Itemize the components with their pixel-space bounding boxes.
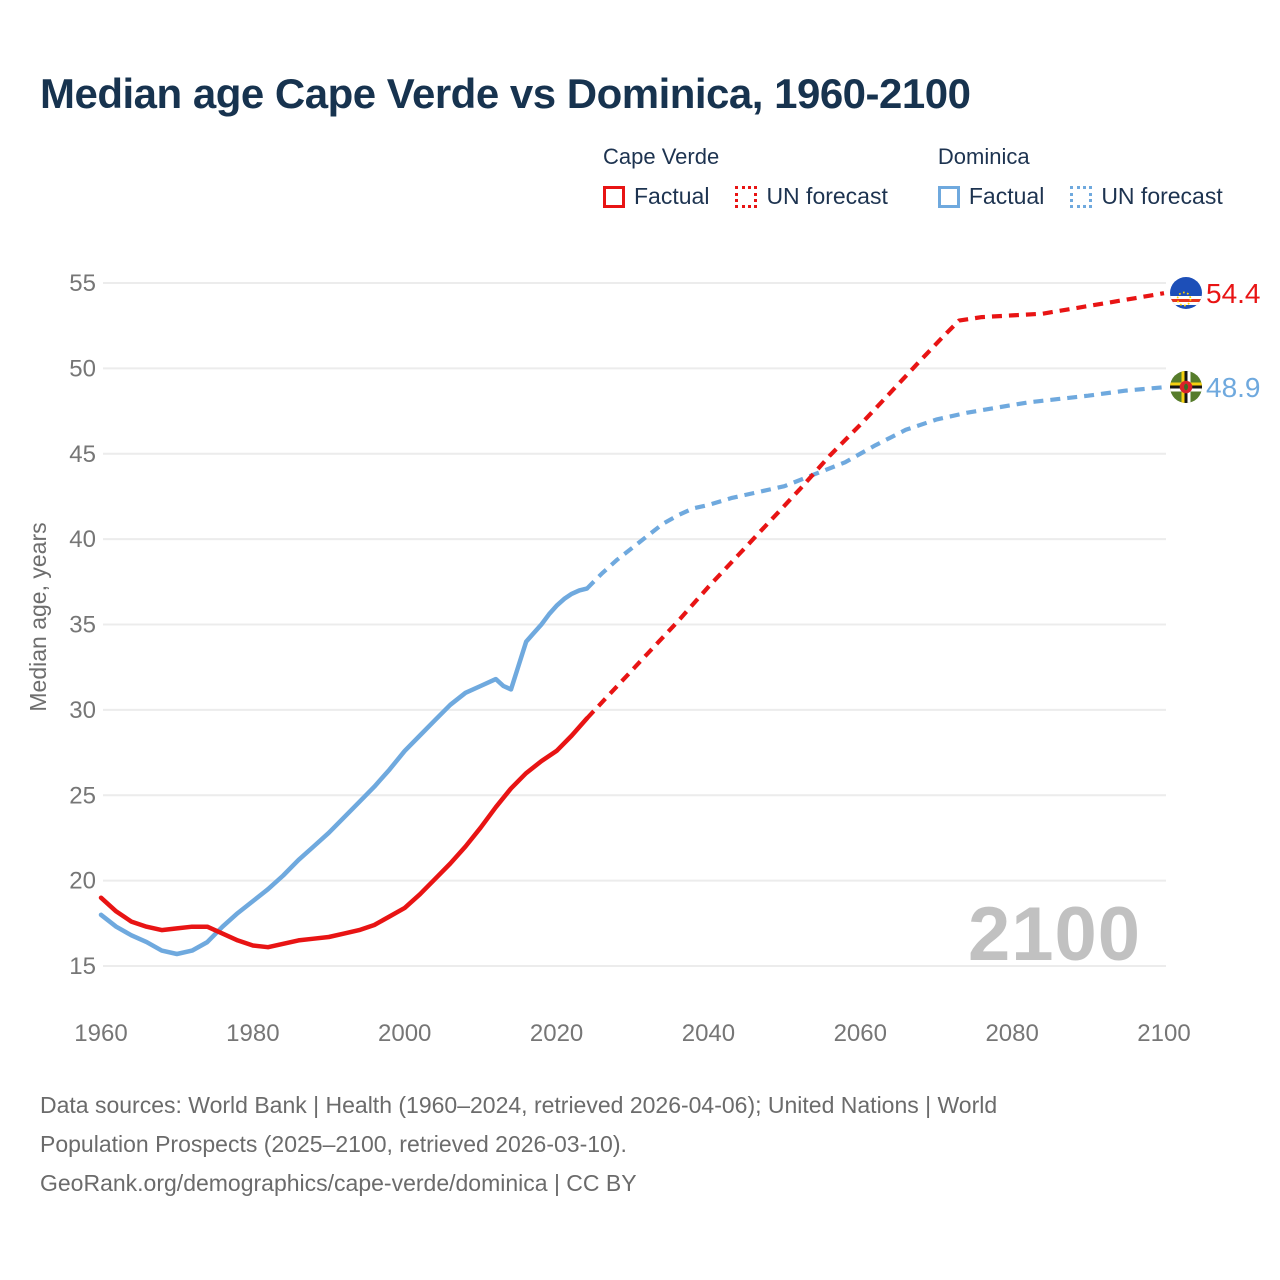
solid-swatch-icon — [603, 185, 625, 208]
legend-group-dominica: Dominica Factual UN forecast — [937, 144, 1223, 210]
y-tick-label: 30 — [69, 697, 96, 724]
source-line-1: Data sources: World Bank | Health (1960–… — [40, 1092, 998, 1118]
y-axis-title: Median age, years — [25, 522, 51, 711]
legend-item-label: Factual — [634, 183, 710, 209]
y-tick-label: 50 — [69, 355, 96, 382]
series-line-dominica-factual — [98, 586, 590, 957]
x-tick-label: 1980 — [226, 1020, 279, 1047]
y-tick-label: 35 — [69, 612, 96, 639]
y-tick-label: 40 — [69, 526, 96, 553]
legend-group-title: Cape Verde — [603, 144, 720, 169]
series-line-dominica-forecast — [585, 385, 1165, 591]
legend-item-dominica-forecast: UN forecast — [1070, 183, 1223, 210]
y-tick-label: 15 — [69, 953, 96, 980]
x-tick-label: 2100 — [1137, 1020, 1190, 1047]
dominica-flag-icon — [1170, 371, 1202, 403]
source-line-3: GeoRank.org/demographics/cape-verde/domi… — [40, 1170, 637, 1196]
source-line-2: Population Prospects (2025–2100, retriev… — [40, 1131, 627, 1157]
dotted-swatch-icon — [735, 185, 758, 208]
y-tick-label: 45 — [69, 441, 96, 468]
legend-item-label: UN forecast — [766, 183, 888, 209]
legend-item-dominica-factual: Factual — [937, 183, 1045, 210]
series-line-cape-verde-factual — [98, 716, 590, 950]
x-tick-label: 2080 — [985, 1020, 1038, 1047]
x-tick-label: 2040 — [682, 1020, 735, 1047]
legend-item-cape-verde-factual: Factual — [603, 183, 709, 210]
y-tick-label: 55 — [69, 270, 96, 297]
legend-item-cape-verde-forecast: UN forecast — [735, 183, 888, 210]
legend-group-cape-verde: Cape Verde Factual UN forecast — [603, 144, 888, 210]
x-tick-label: 1960 — [74, 1020, 127, 1047]
legend-item-label: UN forecast — [1101, 183, 1223, 209]
end-value-label: 54.4 — [1206, 278, 1261, 309]
legend-group-title: Dominica — [937, 144, 1030, 169]
y-tick-label: 25 — [69, 782, 96, 809]
x-tick-label: 2020 — [530, 1020, 583, 1047]
series-line-cape-verde-forecast — [585, 291, 1165, 720]
cape-verde-flag-icon — [1170, 277, 1202, 309]
end-value-label: 48.9 — [1206, 372, 1261, 403]
legend-item-label: Factual — [968, 183, 1045, 209]
chart-title: Median age Cape Verde vs Dominica, 1960-… — [40, 70, 971, 117]
x-tick-label: 2000 — [378, 1020, 431, 1047]
watermark-year: 2100 — [968, 892, 1142, 977]
solid-swatch-icon — [937, 185, 960, 208]
data-sources-note: Data sources: World Bank | Health (1960–… — [40, 1086, 997, 1203]
x-tick-label: 2060 — [834, 1020, 887, 1047]
dotted-swatch-icon — [1070, 185, 1093, 208]
y-tick-label: 20 — [69, 868, 96, 895]
legend: Cape Verde Factual UN forecast Dominica … — [603, 144, 1223, 210]
